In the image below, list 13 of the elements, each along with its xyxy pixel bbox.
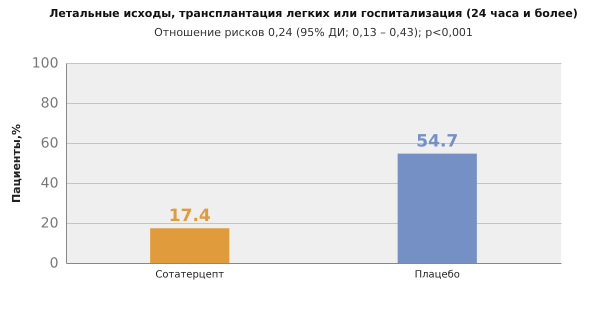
y-axis-title: Пациенты,%: [10, 124, 23, 204]
y-tick-label: 0: [50, 256, 58, 272]
y-tick-label: 60: [40, 136, 58, 152]
chart-title: Летальные исходы, трансплантация легких или госпитализация (24 часа и более): [49, 7, 578, 20]
y-tick-label: 80: [40, 96, 58, 112]
x-tick-label: Плацебо: [414, 270, 460, 280]
y-tick-label: 100: [32, 56, 58, 72]
data-label: 17.4: [168, 206, 211, 226]
x-tick-label: Сотатерцепт: [155, 270, 224, 280]
y-tick-label: 40: [40, 176, 58, 192]
data-label: 54.7: [416, 132, 458, 152]
y-tick-label: 20: [40, 216, 58, 232]
chart-subtitle: Отношение рисков 0,24 (95% ДИ; 0,13 – 0,43); p<0,001: [154, 26, 473, 39]
